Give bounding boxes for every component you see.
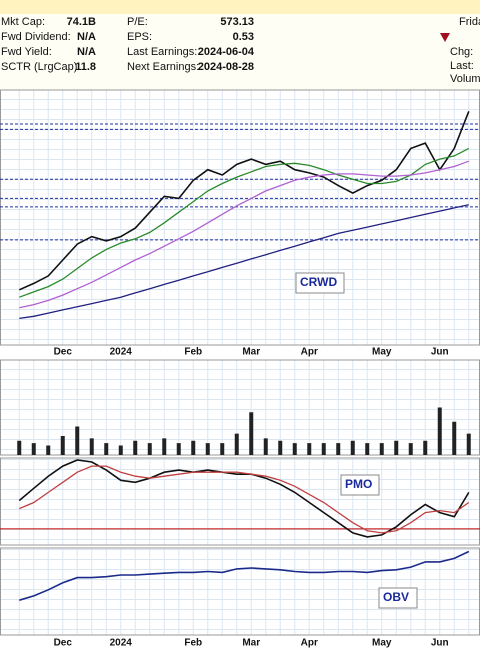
header-value: N/A (77, 31, 96, 43)
header-label: P/E: (127, 16, 148, 28)
pmo-grid (0, 458, 480, 545)
series-line (19, 550, 470, 601)
panel-label: OBV (383, 590, 409, 604)
volume-bar (75, 426, 80, 455)
volume-bar (133, 440, 138, 455)
volume-bar (452, 421, 457, 455)
volume-bar (307, 443, 312, 455)
series-line (19, 204, 469, 320)
x-tick-label: Dec (54, 638, 73, 649)
volume-bar (292, 443, 297, 455)
volume-bar (263, 438, 268, 455)
label-box (378, 587, 418, 609)
volume-bar (205, 443, 210, 455)
header-label: Fwd Yield: (1, 46, 52, 58)
header-label: Volume (450, 73, 480, 85)
header-value: 2024-08-28 (198, 61, 254, 73)
volume-bar (249, 412, 254, 455)
volume-bar (423, 440, 428, 455)
top-strip (0, 0, 480, 14)
series-line (19, 160, 470, 309)
header-value: 573.13 (220, 16, 254, 28)
volume-bar (379, 443, 384, 455)
header-label: Frida (459, 16, 480, 28)
x-tick-label: Mar (242, 638, 260, 649)
volume-bar (89, 438, 94, 455)
header-label: SCTR (LrgCap): (1, 61, 80, 73)
x-tick-label: Dec (54, 347, 73, 358)
header-label: Fwd Dividend: (1, 31, 71, 43)
x-tick-label: Feb (184, 347, 202, 358)
x-tick-label: Apr (301, 347, 318, 358)
volume-bar (17, 440, 22, 455)
header-label: Last: (450, 60, 474, 72)
header-value: 2024-06-04 (198, 46, 255, 58)
panel-label: CRWD (300, 275, 337, 289)
label-box (340, 474, 380, 496)
volume-bar (365, 443, 370, 455)
volume-bar (437, 407, 442, 455)
volume-bar (162, 438, 167, 455)
x-tick-label: Feb (184, 638, 202, 649)
volume-bar (278, 440, 283, 455)
volume-bar (104, 443, 109, 455)
series-line (18, 459, 470, 538)
series-line (18, 111, 470, 291)
volume-bar (408, 443, 413, 455)
header-label: Next Earnings: (127, 61, 199, 73)
x-tick-label: 2024 (110, 638, 133, 649)
volume-bar (321, 443, 326, 455)
volume-bar (60, 436, 65, 455)
header-label: Chg: (450, 46, 473, 58)
header-label: EPS: (127, 31, 152, 43)
header-value: 11.8 (75, 61, 96, 73)
label-box (295, 272, 345, 294)
volume-bar (176, 443, 181, 455)
x-tick-label: Apr (301, 638, 318, 649)
volume-bar (466, 433, 471, 455)
series-line (19, 147, 470, 298)
x-tick-label: Jun (431, 638, 449, 649)
volume-bar (191, 440, 196, 455)
volume-bar (350, 440, 355, 455)
price-grid (0, 90, 480, 345)
volume-bar (147, 443, 152, 455)
header-value: 74.1B (67, 16, 96, 28)
x-tick-label: Mar (242, 347, 260, 358)
header-label: Last Earnings: (127, 46, 197, 58)
volume-bar (336, 443, 341, 455)
header-label: Mkt Cap: (1, 16, 45, 28)
header-panel (0, 14, 480, 90)
volume-grid (0, 360, 480, 455)
x-tick-label: May (372, 347, 392, 358)
volume-bar (220, 443, 225, 455)
volume-bar (394, 440, 399, 455)
x-tick-label: Jun (431, 347, 449, 358)
volume-bar (234, 433, 239, 455)
down-arrow-icon (440, 33, 450, 42)
volume-bar (46, 445, 51, 455)
series-line (19, 465, 470, 534)
x-tick-label: May (372, 638, 392, 649)
volume-bar (118, 445, 123, 455)
x-tick-label: 2024 (110, 347, 133, 358)
volume-bar (31, 443, 36, 455)
header-value: 0.53 (233, 31, 254, 43)
panel-label: PMO (345, 477, 372, 491)
header-value: N/A (77, 46, 96, 58)
